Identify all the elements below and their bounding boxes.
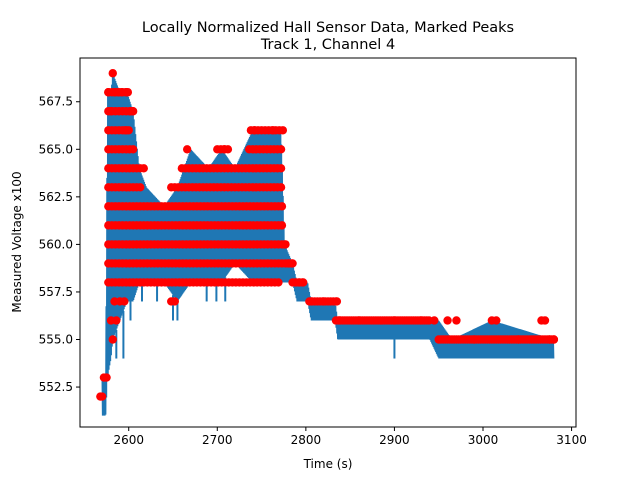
chart-subtitle: Track 1, Channel 4 (260, 37, 395, 53)
peak-marker (124, 126, 133, 135)
peak-marker (268, 126, 278, 135)
peak-marker (276, 145, 286, 154)
y-tick-label: 552.5 (39, 380, 73, 394)
peak-marker (277, 202, 287, 211)
peak-marker (276, 183, 286, 192)
y-tick-label: 557.5 (39, 285, 73, 299)
peak-marker (112, 316, 121, 325)
peak-marker (108, 69, 117, 78)
x-tick-label: 3100 (556, 433, 587, 447)
peak-marker (319, 297, 328, 306)
y-tick-label: 565.0 (39, 142, 73, 156)
peak-marker (540, 316, 550, 325)
peak-marker (332, 297, 342, 306)
peak-marker (452, 316, 461, 325)
peak-marker (306, 297, 316, 306)
peak-marker (335, 316, 344, 325)
y-tick-label: 555.0 (39, 333, 73, 347)
y-axis: 552.5 555.0 557.5 560.0 562.5 565.0 567.5 (39, 95, 80, 394)
peak-marker (123, 88, 133, 97)
peak-marker (514, 335, 523, 344)
x-tick-label: 2800 (291, 433, 322, 447)
axes-frame (79, 57, 577, 428)
y-tick-label: 562.5 (39, 190, 73, 204)
x-tick-label: 2600 (113, 433, 144, 447)
peak-marker (298, 278, 307, 287)
peak-marker (110, 297, 119, 306)
peak-marker (287, 259, 296, 268)
peak-marker (108, 335, 117, 344)
plot-area (96, 69, 559, 416)
peak-marker (280, 240, 289, 249)
peak-marker (492, 316, 501, 325)
x-axis: 2600 2700 2800 2900 3000 3100 (113, 427, 587, 447)
peak-marker (220, 145, 229, 154)
x-axis-label: Time (s) (303, 457, 353, 471)
x-tick-label: 2900 (379, 433, 410, 447)
chart-title: Locally Normalized Hall Sensor Data, Mar… (142, 20, 514, 36)
peak-marker (170, 297, 179, 306)
peak-marker (106, 107, 116, 116)
peak-marker (136, 183, 145, 192)
peak-marker (128, 107, 137, 116)
peak-marker (250, 126, 259, 135)
peak-marker (549, 335, 559, 344)
y-tick-label: 560.0 (39, 237, 73, 251)
peak-marker (416, 316, 426, 325)
peak-marker (182, 145, 192, 154)
peak-marker (139, 164, 148, 173)
peak-marker (278, 126, 288, 135)
x-tick-label: 3000 (468, 433, 499, 447)
peak-marker (102, 373, 111, 382)
y-tick-label: 567.5 (39, 95, 73, 109)
x-tick-label: 2700 (202, 433, 233, 447)
peak-marker (390, 316, 399, 325)
peak-marker (274, 278, 283, 287)
peak-marker (276, 164, 286, 173)
peak-marker (128, 145, 138, 154)
peak-marker (354, 316, 364, 325)
peak-markers (96, 69, 559, 401)
peak-marker (97, 392, 107, 401)
peak-marker (469, 335, 479, 344)
peak-marker (104, 88, 113, 97)
y-axis-label: Measured Voltage x100 (10, 171, 24, 312)
peak-marker (443, 316, 452, 325)
peak-marker (430, 316, 439, 325)
peak-marker (277, 221, 287, 230)
peak-marker (120, 297, 129, 306)
